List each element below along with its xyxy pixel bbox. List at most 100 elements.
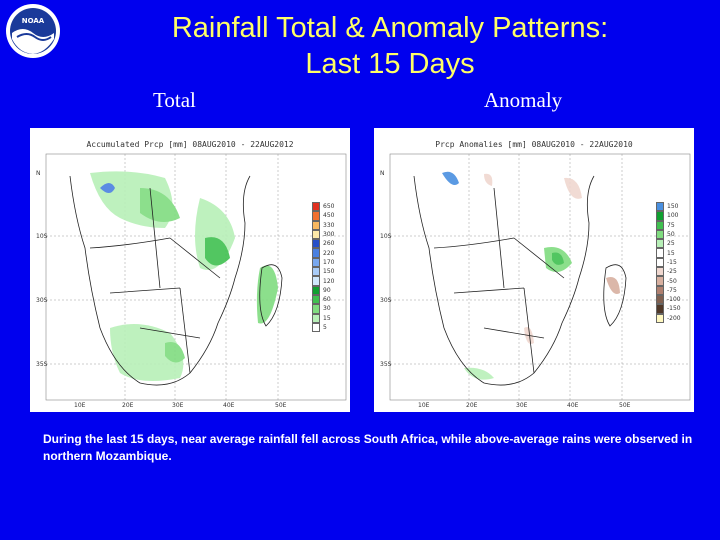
lon-label: 40E xyxy=(223,402,235,409)
legend-swatch xyxy=(656,313,664,323)
lat-label: 30S xyxy=(380,297,392,304)
legend-value: 300 xyxy=(323,231,335,239)
legend-value: 60 xyxy=(323,296,331,304)
legend-entry: 60 xyxy=(312,294,348,305)
legend-entry: 90 xyxy=(312,285,348,295)
legend-entry: -50 xyxy=(656,276,692,286)
legend-entry: 30 xyxy=(312,304,348,314)
legend-value: -150 xyxy=(667,305,681,313)
legend-swatch xyxy=(656,267,664,277)
anomaly-rainfall-map: Prcp Anomalies [mm] 08AUG2010 - 22AUG201… xyxy=(374,128,694,412)
legend-value: 150 xyxy=(667,203,679,211)
legend-swatch xyxy=(656,294,664,305)
legend-entry: 75 xyxy=(656,220,692,230)
total-map-graphic xyxy=(45,153,347,401)
legend-value: -100 xyxy=(667,296,681,304)
legend-value: 330 xyxy=(323,221,335,229)
legend-entry: 220 xyxy=(312,248,348,258)
legend-entry: -200 xyxy=(656,313,692,323)
legend-value: -200 xyxy=(667,314,681,322)
caption-text: During the last 15 days, near average ra… xyxy=(43,432,693,463)
lon-label: 20E xyxy=(122,402,134,409)
legend-value: 15 xyxy=(323,314,331,322)
legend-entry: 330 xyxy=(312,220,348,230)
total-color-legend: 650 450 330 300 260 220 170 150 120 90 60 30 15 5 xyxy=(312,202,348,333)
legend-entry: 100 xyxy=(656,211,692,221)
legend-entry: 25 xyxy=(656,239,692,249)
lon-label: 20E xyxy=(466,402,478,409)
anomaly-map-graphic xyxy=(389,153,691,401)
lon-label: 10E xyxy=(418,402,430,409)
lon-label: 50E xyxy=(619,402,631,409)
legend-entry: 5 xyxy=(312,322,348,333)
lon-label: 30E xyxy=(172,402,184,409)
legend-value: 150 xyxy=(323,268,335,276)
legend-value: -50 xyxy=(667,277,677,285)
legend-entry: -100 xyxy=(656,294,692,305)
legend-swatch xyxy=(656,304,664,314)
total-panel-label: Total xyxy=(153,88,196,112)
legend-swatch xyxy=(312,248,320,258)
legend-entry: 650 xyxy=(312,202,348,212)
legend-swatch xyxy=(312,229,320,240)
anomaly-color-legend: 150 100 75 50 25 15 -15 -25 -50 -75 -100 -150 -200 xyxy=(656,202,692,323)
legend-swatch xyxy=(312,313,320,323)
legend-swatch xyxy=(312,304,320,314)
legend-value: 120 xyxy=(323,277,335,285)
title-line-2: Last 15 Days xyxy=(305,48,475,80)
legend-value: 5 xyxy=(323,324,327,331)
anomaly-panel-label: Anomaly xyxy=(484,88,563,112)
legend-value: 15 xyxy=(667,249,675,257)
legend-entry: 300 xyxy=(312,229,348,240)
legend-entry: 120 xyxy=(312,276,348,286)
legend-entry: 150 xyxy=(656,202,692,212)
legend-entry: -75 xyxy=(656,285,692,295)
legend-entry: -15 xyxy=(656,257,692,268)
legend-swatch xyxy=(656,220,664,230)
legend-entry: -25 xyxy=(656,267,692,277)
legend-entry: 15 xyxy=(656,248,692,258)
title-line-1: Rainfall Total & Anomaly Patterns: xyxy=(171,12,609,44)
legend-entry: 50 xyxy=(656,229,692,240)
legend-swatch xyxy=(312,257,320,268)
legend-swatch xyxy=(656,229,664,240)
lat-label: 35S xyxy=(380,361,392,368)
legend-swatch xyxy=(312,276,320,286)
legend-value: -25 xyxy=(667,268,677,276)
legend-entry: 260 xyxy=(312,239,348,249)
legend-entry: 170 xyxy=(312,257,348,268)
legend-value: -75 xyxy=(667,286,677,294)
legend-value: 90 xyxy=(323,286,331,294)
legend-swatch xyxy=(312,285,320,295)
legend-swatch xyxy=(656,276,664,286)
legend-value: 650 xyxy=(323,203,335,211)
legend-swatch xyxy=(312,322,320,333)
legend-value: 260 xyxy=(323,240,335,248)
legend-swatch xyxy=(312,220,320,230)
legend-swatch xyxy=(312,202,320,212)
legend-swatch xyxy=(656,248,664,258)
legend-value: 450 xyxy=(323,212,335,220)
lat-label: N xyxy=(36,170,41,177)
legend-swatch xyxy=(656,202,664,212)
legend-swatch xyxy=(312,267,320,277)
legend-entry: 15 xyxy=(312,313,348,323)
total-map-header: Accumulated Prcp [mm] 08AUG2010 - 22AUG2… xyxy=(86,140,294,149)
legend-value: 25 xyxy=(667,240,675,248)
legend-swatch xyxy=(656,257,664,268)
legend-value: 220 xyxy=(323,249,335,257)
legend-value: 30 xyxy=(323,305,331,313)
legend-value: 170 xyxy=(323,258,335,266)
legend-swatch xyxy=(312,239,320,249)
noaa-logo-icon: NOAA xyxy=(5,3,61,59)
legend-swatch xyxy=(656,211,664,221)
lon-label: 40E xyxy=(567,402,579,409)
legend-swatch xyxy=(656,285,664,295)
svg-text:NOAA: NOAA xyxy=(22,17,45,25)
lat-label: 10S xyxy=(36,233,48,240)
lon-label: 50E xyxy=(275,402,287,409)
lat-label: 10S xyxy=(380,233,392,240)
lon-label: 30E xyxy=(516,402,528,409)
legend-value: 100 xyxy=(667,212,679,220)
lon-label: 10E xyxy=(74,402,86,409)
